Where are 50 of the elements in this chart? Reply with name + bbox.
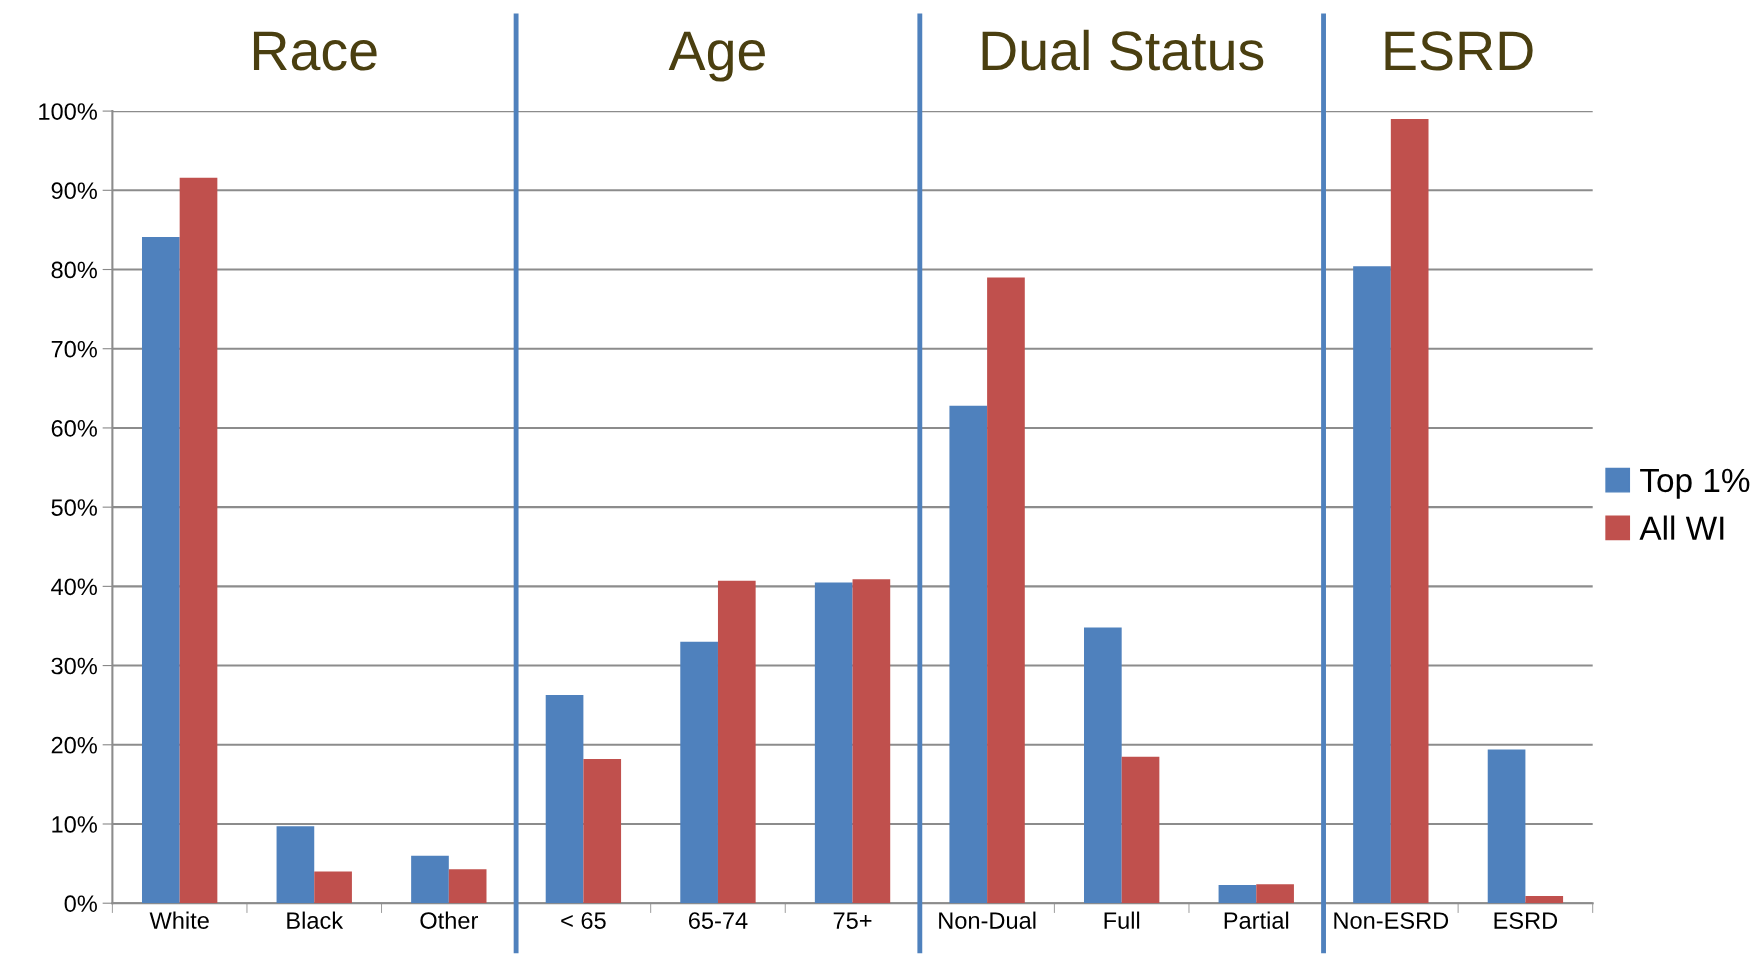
bar — [814, 582, 853, 904]
y-tick-label: 100% — [39, 103, 97, 120]
legend-label: All WI — [1639, 515, 1724, 540]
bar — [949, 405, 988, 904]
y-tick-label: 60% — [51, 420, 97, 437]
bar — [276, 826, 315, 904]
x-tick-label: Non-Dual — [939, 911, 1036, 929]
y-tick-label: 20% — [51, 736, 97, 754]
x-tick-label: Non-ESRD — [1334, 912, 1449, 929]
x-tick-label: 75+ — [833, 912, 872, 929]
bar — [141, 237, 180, 904]
text: ESRD — [1385, 31, 1533, 71]
x-tick-label: < 65 — [561, 912, 606, 929]
y-tick-label: 0% — [64, 895, 97, 912]
bar — [1218, 884, 1257, 904]
y-tick-label: 10% — [52, 816, 97, 833]
y-tick-label: 80% — [51, 261, 97, 279]
text: Race — [253, 31, 377, 71]
bar — [1487, 749, 1526, 904]
bar — [411, 855, 449, 904]
bar — [179, 177, 218, 904]
x-tick-label: ESRD — [1494, 912, 1558, 929]
text: Age — [668, 31, 765, 82]
bar — [1256, 884, 1294, 904]
legend-label: Top 1% — [1640, 468, 1750, 499]
y-tick-label: 50% — [51, 499, 97, 516]
x-tick-label: Black — [287, 911, 344, 929]
x-tick-label: 65-74 — [688, 912, 748, 929]
bar — [717, 580, 756, 904]
y-tick-label: 30% — [51, 657, 97, 675]
bar — [1353, 266, 1391, 904]
text: Dual Status — [982, 29, 1264, 71]
bar — [448, 869, 487, 904]
bar — [1084, 627, 1122, 904]
bar — [583, 759, 622, 904]
x-tick-label: White — [149, 911, 209, 929]
bar — [852, 579, 891, 904]
bar — [1525, 896, 1564, 904]
bar — [987, 277, 1025, 904]
bar — [1121, 756, 1160, 904]
bar — [680, 641, 718, 904]
y-tick-label: 40% — [51, 578, 97, 596]
x-tick-label: Partial — [1224, 911, 1289, 929]
y-tick-label: 70% — [51, 340, 97, 358]
bar — [545, 694, 584, 904]
bar — [1390, 119, 1429, 904]
y-tick-label: 90% — [51, 182, 97, 200]
x-tick-label: Other — [420, 911, 478, 929]
bar — [314, 871, 352, 904]
x-tick-label: Full — [1104, 911, 1140, 929]
